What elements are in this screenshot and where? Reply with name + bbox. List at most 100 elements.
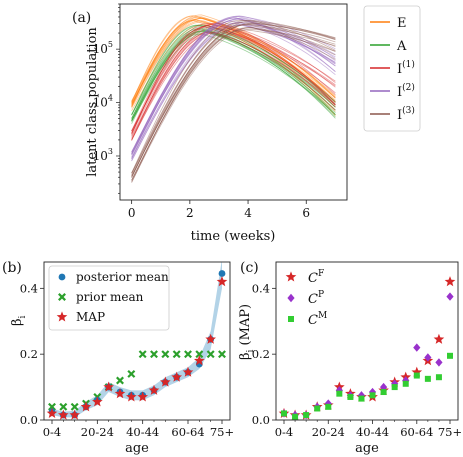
- b-xtick-label: 20-24: [81, 425, 114, 439]
- b-point-x: [48, 402, 56, 411]
- trajectory-group-A: [131, 24, 336, 124]
- b-point-star: [69, 409, 80, 420]
- panel-a-label: (a): [72, 10, 91, 26]
- c-point-CM: [402, 380, 409, 387]
- trajectory-line-I2: [131, 17, 336, 155]
- c-ytick-label: 0.0: [252, 413, 270, 427]
- trajectory-line-I3: [131, 23, 336, 178]
- trajectory-line-A: [131, 28, 336, 119]
- b-point-x: [127, 369, 136, 378]
- trajectory-line-I1: [131, 22, 336, 132]
- trajectory-line-E: [131, 24, 336, 116]
- trajectory-line-I3: [131, 27, 336, 181]
- trajectory-line-E: [131, 17, 336, 105]
- trajectory-line-I3: [131, 24, 336, 178]
- trajectory-line-A: [131, 24, 336, 115]
- c-series-CF: [278, 276, 456, 420]
- panel-c-ylabel: βi (MAP): [238, 304, 256, 360]
- a-xtick-label: 0: [128, 206, 136, 220]
- b-point-x: [161, 350, 170, 359]
- trajectory-line-A: [131, 31, 336, 122]
- trajectory-line-A: [131, 25, 336, 116]
- b-point-star: [205, 333, 216, 344]
- b-point-x: [150, 350, 158, 359]
- c-point-CP: [446, 292, 454, 301]
- trajectory-line-A: [131, 28, 336, 119]
- c-point-CF: [444, 276, 456, 287]
- a-legend-label-E: E: [397, 16, 407, 31]
- b-point-star: [58, 409, 69, 420]
- c-xtick-label: 60-64: [400, 425, 433, 439]
- b-xtick-label: 60-64: [171, 425, 204, 439]
- trajectory-line-I3: [131, 27, 336, 181]
- c-point-CP: [380, 382, 388, 392]
- c-xtick-label: 0-4: [275, 425, 294, 439]
- panel-a-legend: EA I(1) I(2) I(3): [363, 5, 421, 132]
- c-point-CM: [369, 392, 376, 399]
- trajectory-line-E: [131, 16, 336, 104]
- c-point-CM: [314, 405, 321, 412]
- c-legend-label-CF: CF: [308, 269, 324, 286]
- panel-b-plot: [46, 262, 228, 420]
- trajectory-group-I3: [131, 19, 336, 183]
- trajectory-line-I3: [131, 29, 336, 183]
- b-point-star: [114, 388, 126, 399]
- a-xtick-label: 2: [186, 206, 194, 220]
- panel-c-label: (c): [240, 260, 259, 276]
- a-xtick-label: 4: [244, 206, 252, 220]
- trajectory-line-I2: [131, 17, 336, 155]
- trajectory-line-A: [131, 30, 336, 121]
- trajectory-line-I2: [131, 16, 336, 153]
- panel-b-legend: posterior mean prior mean MAP: [48, 265, 170, 331]
- panel-c: 0-4 20-24 40-44 60-64 75+ 0.0 0.2 0.4 (c) age β…: [238, 260, 462, 456]
- trajectory-line-A: [131, 30, 336, 122]
- b-ytick-label: 0.0: [20, 413, 38, 427]
- panel-b-label: (b): [2, 260, 22, 276]
- trajectory-line-E: [131, 17, 336, 105]
- c-point-CM: [281, 410, 287, 417]
- b-legend-label: MAP: [76, 310, 105, 324]
- trajectory-line-E: [131, 19, 336, 107]
- panel-a-xlabel: time (weeks): [191, 229, 276, 244]
- b-point-star: [137, 391, 148, 402]
- trajectory-line-A: [131, 30, 336, 121]
- b-point-star: [171, 371, 182, 382]
- b-xtick-label: 40-44: [126, 425, 159, 439]
- c-point-CM: [347, 393, 354, 400]
- b-ytick-label: 0.4: [20, 281, 38, 295]
- c-legend-label-CP: CP: [308, 290, 324, 307]
- a-ytick-label: 103: [93, 147, 113, 163]
- a-legend-label-I1: I(1): [397, 59, 415, 77]
- c-ytick-label: 0.4: [252, 281, 270, 295]
- panel-c-plot: [278, 276, 456, 420]
- c-legend-marker-CP: [287, 293, 295, 303]
- c-ytick-label: 0.2: [252, 347, 270, 361]
- trajectory-line-I2: [131, 21, 336, 159]
- c-point-CM: [380, 389, 387, 396]
- b-legend-marker: [58, 293, 66, 301]
- trajectory-line-I2: [131, 15, 336, 152]
- trajectory-line-E: [131, 15, 336, 106]
- panel-a-frame: [119, 3, 348, 201]
- trajectory-group-E: [131, 14, 336, 116]
- b-point-star: [182, 366, 194, 377]
- trajectory-line-E: [131, 14, 336, 102]
- b-legend-marker: [58, 273, 66, 281]
- c-xtick-label: 40-44: [356, 425, 389, 439]
- b-legend-marker: [56, 311, 68, 322]
- b-series-star: [46, 276, 228, 420]
- trajectory-line-I3: [131, 28, 336, 183]
- c-legend-marker-CF: [285, 271, 297, 282]
- trajectory-line-E: [131, 20, 336, 107]
- b-xtick-label: 0-4: [43, 425, 62, 439]
- trajectory-line-I3: [131, 20, 336, 174]
- b-point-star: [103, 381, 114, 392]
- trajectory-line-I3: [131, 22, 336, 177]
- trajectory-line-I3: [131, 27, 336, 181]
- trajectory-line-I2: [131, 22, 336, 159]
- trajectory-line-A: [131, 28, 336, 119]
- panel-c-ylabel-sub: i: [246, 349, 256, 352]
- b-point-star: [216, 276, 228, 287]
- b-point-star: [92, 396, 103, 407]
- trajectory-line-I3: [131, 19, 336, 174]
